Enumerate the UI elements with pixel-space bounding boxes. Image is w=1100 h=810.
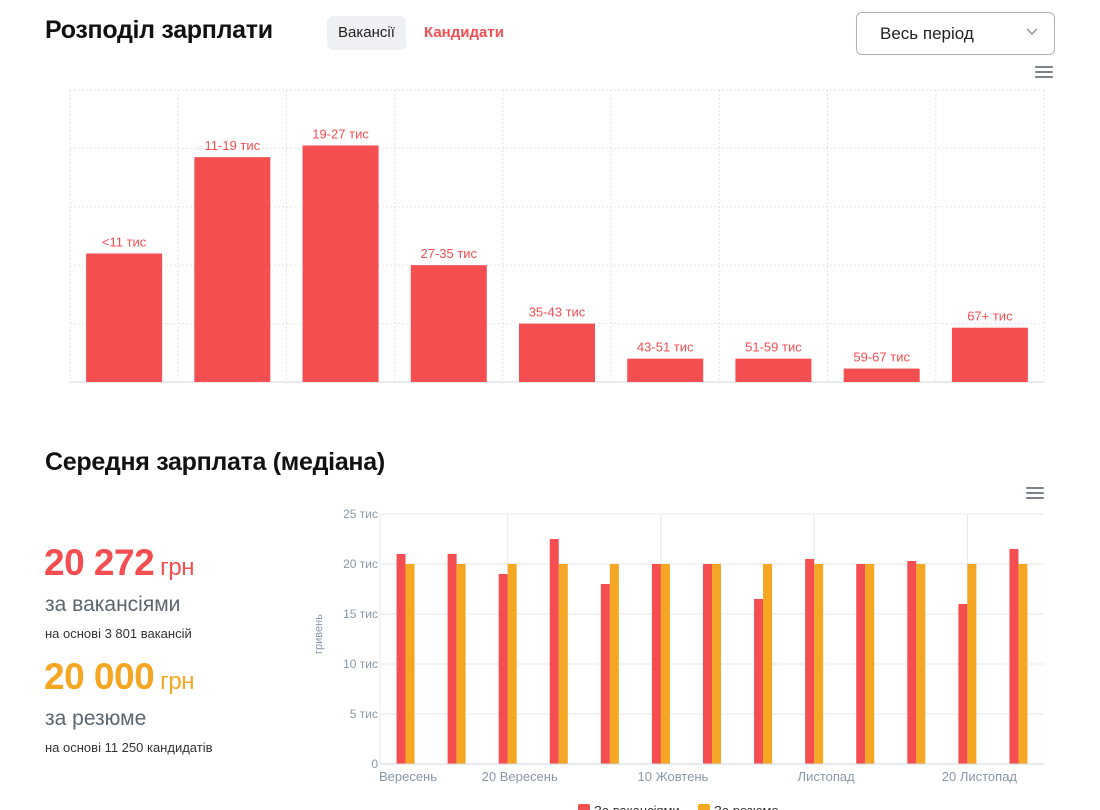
bar-vacancies — [1009, 549, 1019, 764]
bar — [194, 157, 271, 382]
resume-median-label: за резюме — [45, 707, 147, 730]
vacancies-median: 20 272 грн — [44, 542, 195, 584]
bar-resume — [916, 564, 926, 764]
bar-vacancies — [805, 559, 815, 764]
bar-data-label: 19-27 тис — [312, 126, 369, 141]
bar-data-label: 43-51 тис — [637, 340, 694, 355]
page-title: Розподіл зарплати — [45, 16, 273, 44]
bar — [951, 327, 1028, 382]
chart-menu-icon-2[interactable] — [1026, 487, 1044, 499]
period-select[interactable]: Весь період — [856, 12, 1055, 55]
bar-data-label: <11 тис — [102, 235, 147, 250]
bar-resume — [865, 564, 875, 764]
bar-resume — [405, 564, 415, 764]
bar-data-label: 27-35 тис — [420, 246, 477, 261]
vacancies-median-unit: грн — [160, 554, 195, 581]
y-axis-title: гривень — [313, 614, 325, 654]
resume-median-unit: грн — [160, 668, 195, 695]
bar-resume — [712, 564, 721, 764]
x-tick-label: Листопад — [798, 769, 856, 784]
bar-vacancies — [856, 564, 866, 764]
bar — [410, 265, 487, 382]
bar-data-label: 59-67 тис — [853, 350, 910, 365]
legend-swatch — [698, 804, 710, 810]
x-tick-label: 20 Листопад — [942, 769, 1018, 784]
salary-distribution-chart: <11 тис 11-19 тис 19-27 тис 27-35 тис 35-43 … — [69, 89, 1045, 383]
bar-vacancies — [651, 564, 661, 764]
legend-label: За резюме — [714, 803, 779, 810]
vacancies-median-label: за вакансіями — [45, 593, 181, 616]
bar-vacancies — [754, 599, 764, 764]
bar-resume — [814, 564, 824, 764]
resume-median-value: 20 000 — [44, 656, 155, 697]
bar — [843, 368, 920, 382]
y-tick-label: 10 тис — [343, 657, 378, 671]
bar — [627, 358, 704, 382]
bar-data-label: 11-19 тис — [205, 138, 261, 153]
median-section-title: Середня зарплата (медіана) — [45, 448, 385, 476]
bar-resume — [967, 564, 977, 764]
tab-vacancies[interactable]: Вакансії — [327, 16, 406, 50]
resume-median-note: на основі 11 250 кандидатів — [45, 740, 213, 755]
bar-resume — [507, 564, 517, 764]
bar-data-label: 67+ тис — [967, 309, 1013, 324]
x-tick-label: Вересень — [379, 769, 437, 784]
chart-menu-icon[interactable] — [1035, 66, 1053, 78]
bar-vacancies — [549, 539, 559, 764]
bar — [86, 253, 163, 382]
legend-label: За вакансіями — [594, 803, 680, 810]
bar-data-label: 51-59 тис — [745, 340, 802, 355]
y-tick-label: 5 тис — [350, 707, 378, 721]
period-select-value: Весь період — [880, 24, 974, 43]
bar-resume — [456, 564, 466, 764]
bar — [302, 145, 379, 382]
y-tick-label: 25 тис — [343, 507, 378, 521]
chevron-down-icon — [1026, 28, 1038, 35]
bar — [519, 323, 595, 382]
y-tick-label: 20 тис — [343, 557, 378, 571]
bar-vacancies — [396, 554, 406, 764]
bar-vacancies — [600, 584, 610, 764]
bar-resume — [609, 564, 619, 764]
vacancies-median-note: на основі 3 801 вакансій — [45, 626, 192, 641]
resume-median: 20 000 грн — [44, 656, 195, 698]
bar-resume — [558, 564, 568, 764]
bar-vacancies — [958, 604, 968, 764]
vacancies-median-value: 20 272 — [44, 542, 155, 583]
x-tick-label: 10 Жовтень — [638, 769, 709, 784]
bar-data-label: 35-43 тис — [529, 305, 586, 320]
legend-swatch — [578, 804, 590, 810]
bar-resume — [1018, 564, 1028, 764]
bar-vacancies — [447, 554, 457, 764]
y-tick-label: 0 — [371, 757, 378, 771]
bar-vacancies — [907, 561, 917, 764]
x-tick-label: 20 Вересень — [482, 769, 558, 784]
bar-vacancies — [498, 574, 508, 764]
y-tick-label: 15 тис — [343, 607, 378, 621]
bar — [735, 358, 812, 382]
bar-resume — [763, 564, 773, 764]
bar-vacancies — [703, 564, 712, 764]
tab-candidates[interactable]: Кандидати — [424, 24, 504, 41]
bar-resume — [660, 564, 670, 764]
